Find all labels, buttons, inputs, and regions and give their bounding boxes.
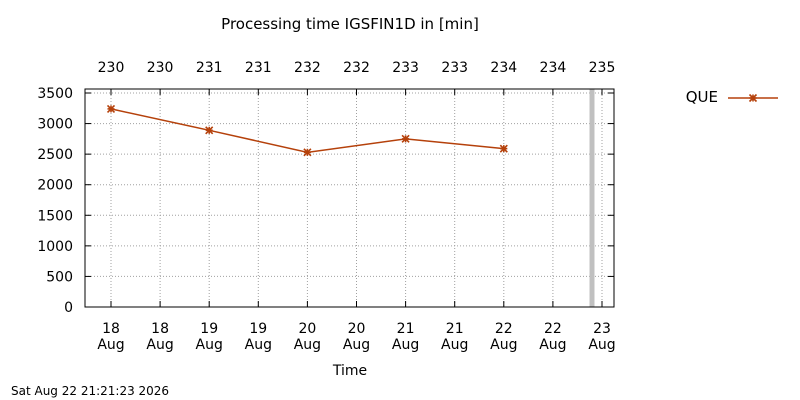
x-tick-label-month: Aug (343, 337, 370, 353)
data-point (499, 144, 508, 153)
x-tick-label-day: 19 (249, 321, 267, 337)
x-tick-label-month: Aug (441, 337, 468, 353)
top-tick-label: 230 (147, 60, 174, 76)
top-tick-label: 234 (540, 60, 567, 76)
data-point (303, 148, 312, 157)
x-tick-label-month: Aug (588, 337, 615, 353)
legend-label-que: QUE (686, 88, 718, 106)
x-tick-label-month: Aug (245, 337, 272, 353)
x-tick-label-day: 22 (495, 321, 513, 337)
y-tick-label: 2500 (37, 147, 73, 163)
x-tick-label-day: 23 (593, 321, 611, 337)
x-tick-label-month: Aug (539, 337, 566, 353)
top-tick-label: 234 (490, 60, 517, 76)
axis-ticks: 050010001500200025003000350018Aug18Aug19… (37, 60, 615, 353)
x-tick-label-day: 20 (298, 321, 316, 337)
data-point (106, 104, 116, 113)
top-tick-label: 235 (589, 60, 616, 76)
top-tick-label: 230 (98, 60, 125, 76)
x-tick-label-month: Aug (294, 337, 321, 353)
plot-frame (84, 88, 615, 308)
y-tick-label: 1500 (37, 208, 73, 224)
chart-title: Processing time IGSFIN1D in [min] (221, 15, 479, 33)
x-tick-label-day: 18 (102, 321, 120, 337)
y-tick-label: 3500 (37, 86, 73, 102)
y-tick-label: 500 (46, 269, 73, 285)
legend: QUE (686, 88, 778, 106)
x-tick-label-day: 21 (446, 321, 464, 337)
x-axis-label: Time (332, 363, 367, 379)
grid (85, 89, 614, 307)
series-layer (106, 104, 508, 157)
data-point (401, 134, 410, 143)
x-tick-label-month: Aug (97, 337, 124, 353)
x-tick-label-month: Aug (146, 337, 173, 353)
legend-asterisk (748, 93, 758, 103)
top-tick-label: 233 (441, 60, 468, 76)
x-tick-label-day: 20 (348, 321, 366, 337)
x-tick-label-month: Aug (196, 337, 223, 353)
y-tick-label: 1000 (37, 239, 73, 255)
top-tick-label: 233 (392, 60, 419, 76)
y-tick-label: 0 (64, 300, 73, 316)
x-tick-label-day: 22 (544, 321, 562, 337)
footer-timestamp: Sat Aug 22 21:21:23 2026 (11, 384, 169, 398)
series-line-que (110, 108, 504, 154)
legend-marker-que (748, 93, 758, 103)
x-tick-label-day: 19 (200, 321, 218, 337)
x-tick-label-day: 18 (151, 321, 169, 337)
top-tick-label: 232 (294, 60, 321, 76)
data-point (205, 126, 214, 135)
top-tick-label: 231 (245, 60, 272, 76)
y-tick-label: 3000 (37, 117, 73, 133)
top-tick-label: 232 (343, 60, 370, 76)
top-tick-label: 231 (196, 60, 223, 76)
x-tick-label-month: Aug (392, 337, 419, 353)
x-tick-label-day: 21 (397, 321, 415, 337)
x-tick-label-month: Aug (490, 337, 517, 353)
y-tick-label: 2000 (37, 178, 73, 194)
